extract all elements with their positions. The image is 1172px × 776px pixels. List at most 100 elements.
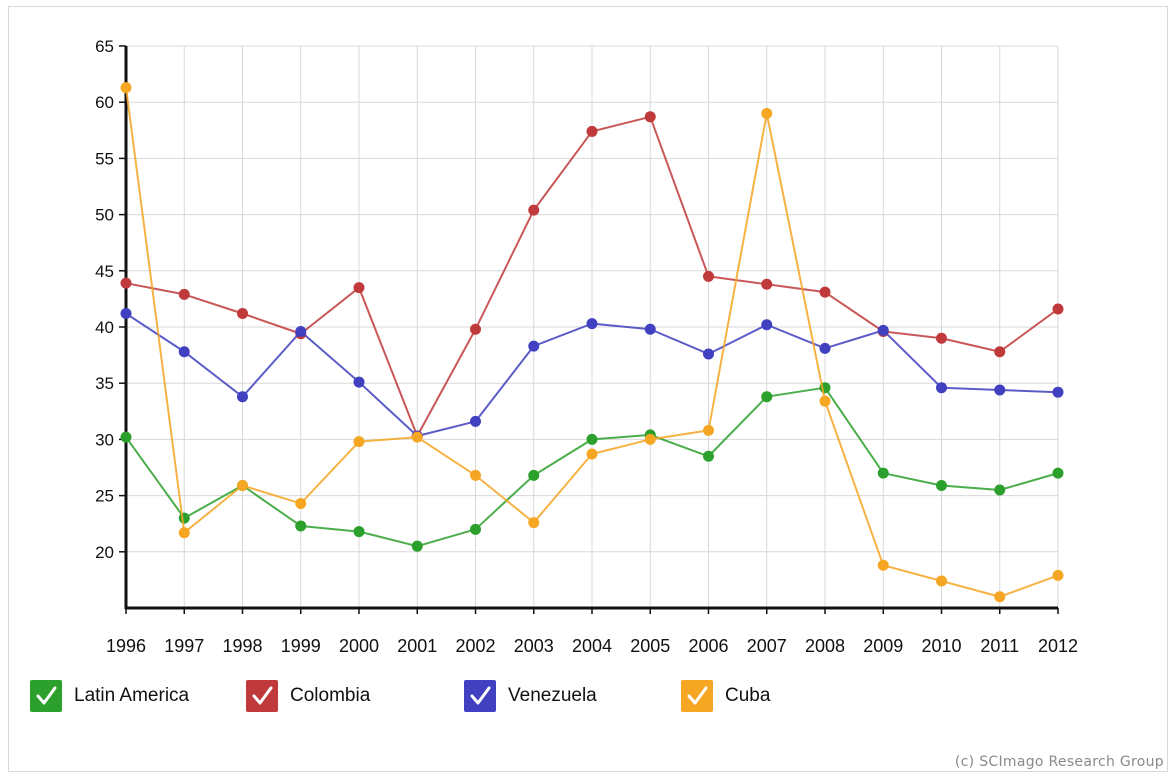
x-tick-label: 2004	[572, 636, 612, 656]
data-point-cuba	[528, 517, 540, 529]
x-tick-label: 2010	[921, 636, 961, 656]
data-point-venezuela	[586, 318, 598, 330]
data-point-venezuela	[353, 376, 365, 388]
data-point-latin-america	[528, 469, 540, 481]
data-point-cuba	[470, 469, 481, 481]
data-point-cuba	[237, 479, 248, 491]
data-point-colombia	[470, 323, 481, 335]
data-point-latin-america	[1052, 467, 1064, 479]
data-point-cuba	[819, 395, 831, 407]
y-tick-label: 30	[95, 430, 114, 449]
x-tick-label: 1997	[164, 636, 204, 656]
data-point-venezuela	[994, 384, 1006, 396]
data-point-venezuela	[528, 340, 540, 352]
x-tick-label: 2008	[805, 636, 845, 656]
data-point-cuba	[644, 433, 656, 445]
x-tick-label: 1999	[281, 636, 321, 656]
legend-item-venezuela[interactable]: Venezuela	[464, 680, 597, 712]
x-tick-label: 1998	[222, 636, 262, 656]
legend-label: Cuba	[725, 685, 771, 706]
line-chart: 20 25 30 35 40 45 50 55 60 65 1996 1997 1998 1999 2000…	[95, 37, 1078, 656]
data-point-colombia	[819, 286, 831, 298]
legend-item-colombia[interactable]: Colombia	[246, 680, 370, 712]
data-point-venezuela	[877, 324, 889, 336]
data-point-cuba	[178, 527, 190, 539]
data-point-cuba	[1052, 569, 1064, 581]
data-point-colombia	[353, 282, 365, 294]
data-point-colombia	[761, 278, 773, 290]
legend-label: Latin America	[74, 685, 190, 706]
x-tick-label: 2003	[514, 636, 554, 656]
x-tick-label: 2000	[339, 636, 379, 656]
data-point-colombia	[936, 332, 947, 344]
data-point-cuba	[295, 497, 307, 509]
data-point-venezuela	[470, 415, 481, 427]
data-point-venezuela	[819, 342, 831, 354]
data-point-venezuela	[936, 382, 947, 394]
data-point-venezuela	[703, 348, 714, 360]
x-tick-label: 2011	[980, 636, 1019, 656]
chart-legend: Latin America Colombia Venezuela Cuba	[0, 680, 1172, 716]
x-tick-label: 1996	[106, 636, 146, 656]
data-point-latin-america	[586, 433, 598, 445]
data-point-latin-america	[295, 520, 307, 532]
x-tick-label: 2012	[1038, 636, 1078, 656]
data-point-cuba	[353, 436, 365, 448]
y-tick-label: 55	[95, 149, 114, 168]
data-point-venezuela	[178, 346, 190, 358]
x-tick-label: 2005	[630, 636, 670, 656]
data-point-latin-america	[470, 523, 481, 535]
x-tick-label: 2009	[863, 636, 903, 656]
credit-text: (c) SCImago Research Group	[954, 754, 1164, 770]
y-tick-label: 65	[95, 37, 114, 56]
legend-label: Venezuela	[508, 685, 597, 706]
data-point-cuba	[761, 107, 773, 119]
data-point-cuba	[994, 591, 1006, 603]
data-point-colombia	[528, 204, 540, 216]
legend-item-cuba[interactable]: Cuba	[681, 680, 770, 712]
data-point-cuba	[586, 448, 598, 460]
x-tick-label: 2001	[397, 636, 437, 656]
y-tick-label: 50	[95, 206, 114, 225]
y-tick-label: 60	[95, 93, 114, 112]
data-point-colombia	[586, 125, 598, 137]
data-point-latin-america	[411, 540, 423, 552]
legend-item-latin-america[interactable]: Latin America	[30, 680, 189, 712]
data-point-colombia	[237, 308, 248, 320]
data-point-latin-america	[178, 512, 190, 524]
data-point-colombia	[644, 111, 656, 123]
data-point-cuba	[703, 424, 714, 436]
checkbox-checked-icon[interactable]	[30, 680, 62, 712]
data-point-colombia	[1052, 303, 1064, 315]
data-point-cuba	[120, 82, 132, 94]
y-tick-label: 40	[95, 318, 114, 337]
y-tick-label: 45	[95, 262, 114, 281]
data-point-colombia	[703, 270, 714, 282]
data-point-venezuela	[761, 319, 773, 331]
data-point-venezuela	[295, 325, 307, 337]
data-point-venezuela	[237, 391, 248, 403]
x-tick-label: 2007	[747, 636, 787, 656]
x-tick-label: 2002	[455, 636, 495, 656]
data-point-latin-america	[120, 431, 132, 443]
data-point-venezuela	[1052, 386, 1064, 398]
data-point-latin-america	[703, 450, 714, 462]
data-point-cuba	[877, 559, 889, 571]
data-point-venezuela	[120, 308, 132, 320]
data-point-venezuela	[644, 323, 656, 335]
data-point-latin-america	[994, 484, 1006, 496]
y-tick-label: 35	[95, 374, 114, 393]
data-point-colombia	[178, 288, 190, 300]
checkbox-checked-icon[interactable]	[681, 680, 713, 712]
x-tick-label: 2006	[688, 636, 728, 656]
checkbox-checked-icon[interactable]	[464, 680, 496, 712]
y-tick-label: 25	[95, 487, 114, 506]
data-point-latin-america	[936, 479, 947, 491]
data-point-cuba	[936, 575, 947, 587]
checkbox-checked-icon[interactable]	[246, 680, 278, 712]
legend-label: Colombia	[290, 685, 371, 706]
data-point-cuba	[411, 431, 423, 443]
data-point-latin-america	[353, 526, 365, 538]
data-point-colombia	[994, 346, 1006, 358]
y-tick-label: 20	[95, 543, 114, 562]
